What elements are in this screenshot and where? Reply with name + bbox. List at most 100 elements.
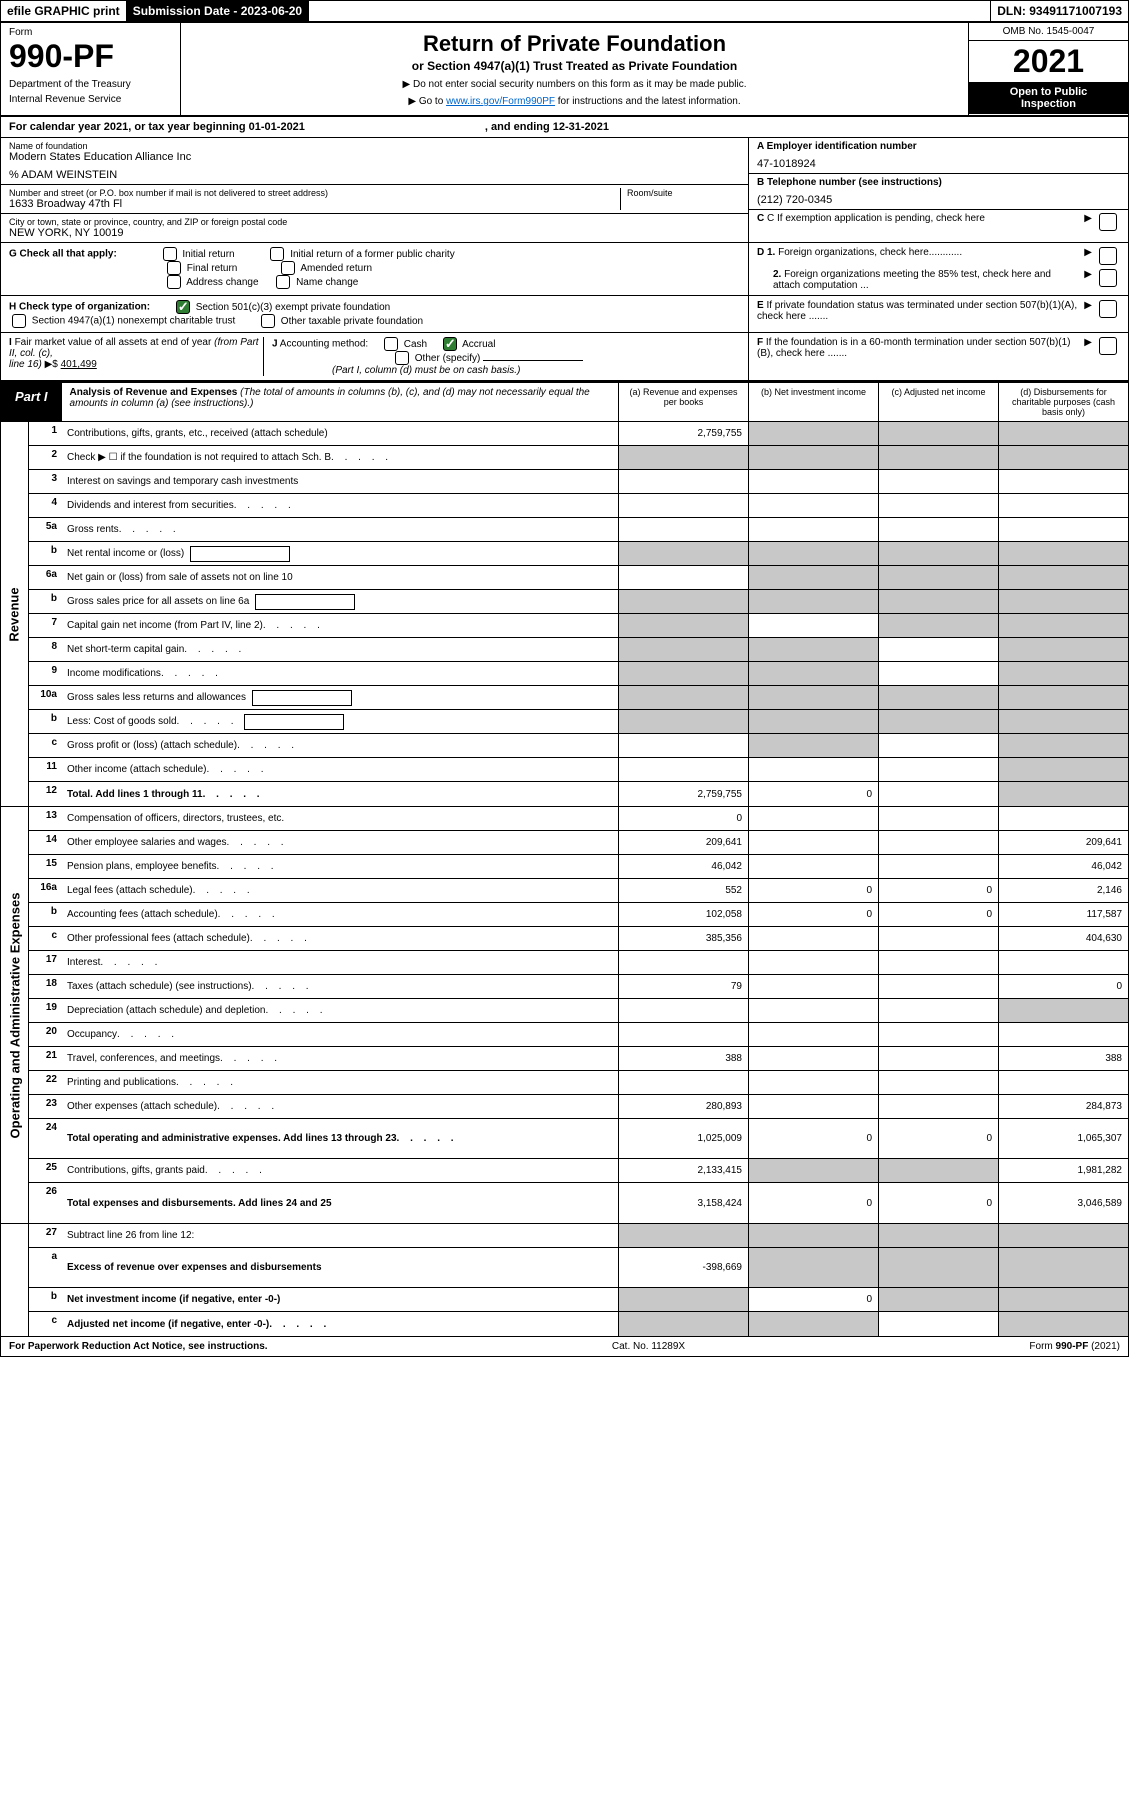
cell-a: -398,669: [618, 1248, 748, 1287]
table-row: bNet investment income (if negative, ent…: [29, 1288, 1128, 1312]
checkbox-address[interactable]: [167, 275, 181, 289]
cell-d: [998, 999, 1128, 1022]
line-number: b: [29, 903, 63, 926]
cell-a: 2,759,755: [618, 422, 748, 445]
cell-b: [748, 1095, 878, 1118]
part1-title: Analysis of Revenue and Expenses: [70, 387, 238, 398]
checkbox-f[interactable]: [1099, 337, 1117, 355]
line-number: 21: [29, 1047, 63, 1070]
part1-desc: Analysis of Revenue and Expenses (The to…: [62, 383, 618, 421]
line-number: 15: [29, 855, 63, 878]
table-row: 18Taxes (attach schedule) (see instructi…: [29, 975, 1128, 999]
cell-d: [998, 542, 1128, 565]
checkbox-initial-former[interactable]: [270, 247, 284, 261]
line-number: 1: [29, 422, 63, 445]
checkbox-other-tax[interactable]: [261, 314, 275, 328]
line-desc: Check ▶ ☐ if the foundation is not requi…: [63, 446, 618, 469]
cell-b: [748, 999, 878, 1022]
line-number: b: [29, 1288, 63, 1311]
j-note: (Part I, column (d) must be on cash basi…: [332, 365, 520, 376]
line-number: 18: [29, 975, 63, 998]
line-desc: Adjusted net income (if negative, enter …: [63, 1312, 618, 1336]
cell-a: [618, 614, 748, 637]
irs-link[interactable]: www.irs.gov/Form990PF: [446, 96, 555, 107]
efile-label: efile GRAPHIC print: [1, 1, 127, 21]
cell-c: [878, 807, 998, 830]
table-row: 7Capital gain net income (from Part IV, …: [29, 614, 1128, 638]
expenses-label: Operating and Administrative Expenses: [1, 807, 29, 1223]
cell-a: 385,356: [618, 927, 748, 950]
line-number: 13: [29, 807, 63, 830]
cell-b: [748, 446, 878, 469]
checkbox-accrual[interactable]: [443, 337, 457, 351]
line-number: 16a: [29, 879, 63, 902]
cell-b: [748, 686, 878, 709]
cell-c: [878, 1248, 998, 1287]
line-desc: Accounting fees (attach schedule) . . . …: [63, 903, 618, 926]
name-label: Name of foundation: [9, 141, 740, 151]
cell-b: [748, 927, 878, 950]
title-box: Return of Private Foundation or Section …: [181, 23, 968, 115]
cell-d: [998, 638, 1128, 661]
cell-b: [748, 1312, 878, 1336]
cell-c: [878, 1071, 998, 1094]
checkbox-initial[interactable]: [163, 247, 177, 261]
cell-b: [748, 518, 878, 541]
tax-year: 2021: [969, 41, 1128, 82]
table-row: 8Net short-term capital gain . . . . .: [29, 638, 1128, 662]
year-box: OMB No. 1545-0047 2021 Open to Public In…: [968, 23, 1128, 115]
checkbox-e[interactable]: [1099, 300, 1117, 318]
checkbox-d2[interactable]: [1099, 269, 1117, 287]
checkbox-cash[interactable]: [384, 337, 398, 351]
cell-d: [998, 470, 1128, 493]
line-number: 4: [29, 494, 63, 517]
cell-a: 3,158,424: [618, 1183, 748, 1223]
checkbox-c[interactable]: [1099, 213, 1117, 231]
checkbox-amended[interactable]: [281, 261, 295, 275]
checkbox-final[interactable]: [167, 261, 181, 275]
cell-a: 102,058: [618, 903, 748, 926]
cell-c: [878, 1224, 998, 1247]
f-text: If the foundation is in a 60-month termi…: [757, 337, 1071, 359]
inspection-1: Open to Public: [973, 86, 1124, 98]
checkbox-d1[interactable]: [1099, 247, 1117, 265]
note2-post: for instructions and the latest informat…: [555, 96, 741, 107]
cell-b: [748, 638, 878, 661]
checkbox-501c3[interactable]: [176, 300, 190, 314]
cell-d: 1,065,307: [998, 1119, 1128, 1158]
city-label: City or town, state or province, country…: [9, 217, 740, 227]
checkbox-other-acct[interactable]: [395, 351, 409, 365]
cell-b: [748, 1071, 878, 1094]
cell-b: [748, 951, 878, 974]
cell-c: [878, 1047, 998, 1070]
addr-value: 1633 Broadway 47th Fl: [9, 198, 620, 210]
cell-c: [878, 614, 998, 637]
subtitle: or Section 4947(a)(1) Trust Treated as P…: [189, 59, 960, 73]
line-desc: Gross rents . . . . .: [63, 518, 618, 541]
cal-pre: For calendar year 2021, or tax year begi…: [9, 121, 305, 133]
cell-b: [748, 542, 878, 565]
foundation-name: Modern States Education Alliance Inc: [9, 151, 740, 163]
d-right: D 1. Foreign organizations, check here..…: [748, 243, 1128, 295]
i-label: Fair market value of all assets at end o…: [9, 337, 259, 359]
header: Form 990-PF Department of the Treasury I…: [1, 23, 1128, 117]
j-label: Accounting method:: [280, 339, 368, 350]
e-right: E If private foundation status was termi…: [748, 296, 1128, 332]
cell-b: [748, 566, 878, 589]
final-section: 27Subtract line 26 from line 12:aExcess …: [1, 1223, 1128, 1336]
line-number: 10a: [29, 686, 63, 709]
expenses-text: Operating and Administrative Expenses: [7, 892, 22, 1138]
line-desc: Compensation of officers, directors, tru…: [63, 807, 618, 830]
checkbox-4947[interactable]: [12, 314, 26, 328]
checkbox-namechange[interactable]: [276, 275, 290, 289]
line-number: c: [29, 1312, 63, 1336]
ij-row: I Fair market value of all assets at end…: [1, 333, 1128, 381]
g-final: Final return: [187, 263, 238, 274]
cell-d: 3,046,589: [998, 1183, 1128, 1223]
care-of: % ADAM WEINSTEIN: [9, 169, 740, 181]
line-number: b: [29, 710, 63, 733]
col-d-header: (d) Disbursements for charitable purpose…: [998, 383, 1128, 421]
table-row: bNet rental income or (loss): [29, 542, 1128, 566]
cell-d: [998, 1023, 1128, 1046]
cell-c: 0: [878, 879, 998, 902]
